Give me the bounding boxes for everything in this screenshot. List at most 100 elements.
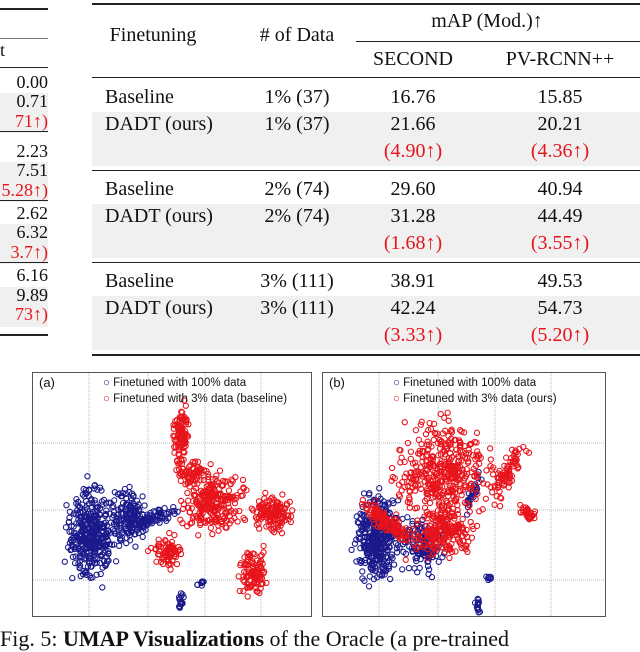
umap-point <box>525 449 533 456</box>
left-cell: 7.51 <box>16 160 49 180</box>
highlight-rows <box>92 296 640 350</box>
umap-point <box>154 517 161 524</box>
umap-point <box>489 489 496 496</box>
umap-point <box>508 446 516 453</box>
umap-point <box>412 557 420 565</box>
umap-point <box>428 481 435 488</box>
umap-point <box>89 509 96 516</box>
umap-point <box>423 441 431 448</box>
umap-point <box>149 514 156 521</box>
umap-point <box>162 537 169 544</box>
umap-point <box>407 448 414 455</box>
umap-point <box>424 554 431 562</box>
umap-point <box>77 514 84 522</box>
umap-point <box>103 553 110 560</box>
left-cell: 2.23 <box>16 141 49 161</box>
umap-point <box>402 550 410 557</box>
umap-point <box>209 530 216 538</box>
umap-point <box>407 455 415 463</box>
umap-point <box>105 550 112 557</box>
umap-point <box>263 579 270 587</box>
baseline-method: Baseline <box>105 270 174 292</box>
umap-point <box>212 503 219 511</box>
umap-point <box>177 516 184 523</box>
baseline-num-data: 2% (74) <box>264 178 330 200</box>
left-cell: 3.7↑) <box>10 242 49 262</box>
umap-point <box>197 512 204 519</box>
umap-point <box>248 505 255 512</box>
umap-point <box>100 496 108 504</box>
umap-point <box>435 452 442 459</box>
umap-point <box>395 523 402 530</box>
umap-point <box>239 476 247 484</box>
umap-point <box>163 510 170 518</box>
umap-point <box>372 546 379 554</box>
umap-point <box>72 553 79 560</box>
umap-point <box>506 470 513 477</box>
umap-point <box>429 543 436 550</box>
left-cell: 9.89 <box>16 285 49 305</box>
umap-point <box>272 502 279 509</box>
umap-point <box>177 444 184 451</box>
umap-point <box>462 450 470 457</box>
umap-point <box>244 584 251 591</box>
umap-point <box>448 429 456 436</box>
umap-point <box>415 436 422 443</box>
umap-point <box>357 545 364 552</box>
umap-point <box>80 567 87 575</box>
umap-point <box>457 487 464 495</box>
umap-point <box>122 506 129 513</box>
umap-point <box>435 480 442 487</box>
umap-point <box>253 557 261 564</box>
umap-point <box>383 535 390 542</box>
umap-point <box>461 429 468 436</box>
umap-point <box>275 520 282 527</box>
umap-point <box>464 459 472 466</box>
umap-point <box>470 525 477 533</box>
umap-point <box>411 481 419 489</box>
gain-pvrcnn: (4.36↑) <box>530 140 590 162</box>
umap-point <box>157 509 165 516</box>
umap-point <box>128 504 135 511</box>
umap-point <box>454 507 461 514</box>
umap-point <box>433 491 441 498</box>
umap-point <box>272 512 279 520</box>
umap-point <box>111 497 118 504</box>
umap-point <box>365 583 373 590</box>
umap-point <box>283 500 291 507</box>
umap-point <box>453 495 460 503</box>
left-cell: 6.32 <box>16 222 49 242</box>
gain-second: (4.90↑) <box>383 140 443 162</box>
umap-point <box>239 492 246 499</box>
umap-point <box>434 476 442 484</box>
umap-point <box>97 570 104 578</box>
umap-point <box>370 576 378 583</box>
umap-point <box>401 483 408 491</box>
umap-point <box>177 434 184 442</box>
baseline-pvrcnn: 40.94 <box>537 178 583 200</box>
umap-point <box>209 476 216 483</box>
umap-point <box>62 524 70 531</box>
baseline-second: 29.60 <box>390 178 436 200</box>
umap-point <box>425 566 433 573</box>
umap-point <box>191 470 198 477</box>
umap-point <box>222 524 229 531</box>
ours-second: 42.24 <box>390 297 436 319</box>
umap-point <box>134 526 141 534</box>
umap-point <box>397 447 404 454</box>
umap-point <box>454 535 461 542</box>
umap-point <box>486 445 494 452</box>
umap-point <box>69 574 76 582</box>
umap-point <box>155 536 162 543</box>
umap-point <box>386 575 394 583</box>
umap-point <box>179 409 186 416</box>
ours-pvrcnn: 54.73 <box>537 297 583 319</box>
umap-point <box>243 487 250 494</box>
umap-point <box>416 447 423 454</box>
umap-point <box>399 566 406 573</box>
umap-point <box>279 491 286 498</box>
umap-point <box>254 573 262 581</box>
umap-point <box>425 441 433 448</box>
umap-point <box>451 497 459 504</box>
umap-point <box>438 507 445 514</box>
